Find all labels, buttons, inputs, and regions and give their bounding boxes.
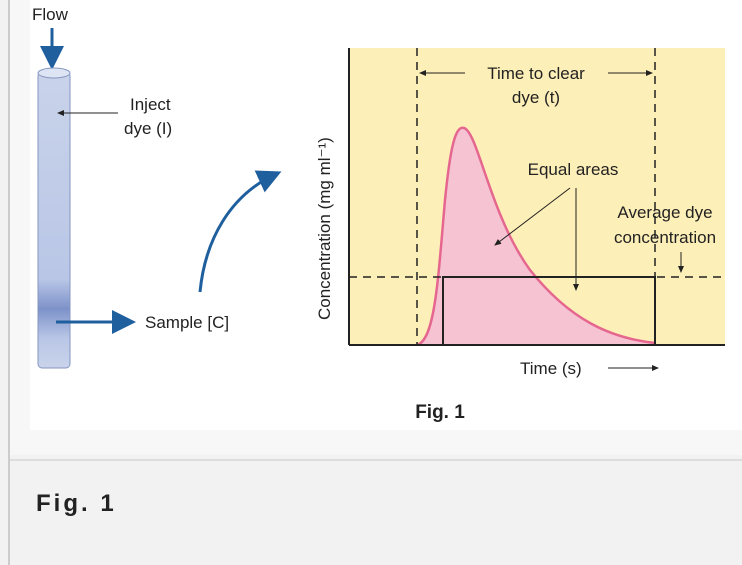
sample-label: Sample [C]	[145, 313, 229, 332]
equal-areas-label: Equal areas	[528, 160, 619, 179]
average-label: Average dye	[617, 203, 712, 222]
inject-label: dye (I)	[124, 119, 172, 138]
time-label: dye (t)	[512, 88, 560, 107]
dashed-lines	[349, 48, 725, 345]
y-axis-label: Concentration (mg ml⁻¹)	[315, 137, 334, 320]
flow-label: Flow	[32, 5, 69, 24]
figure-number: Fig. 1	[415, 402, 465, 423]
tube	[37, 71, 71, 369]
equal-arrow	[494, 187, 571, 246]
transfer-arrow	[198, 170, 282, 293]
x-axis-label: Time (s)	[520, 359, 582, 378]
time-label: Time to clear	[487, 64, 585, 83]
caption: Fig. 1	[36, 490, 117, 517]
tube-top	[37, 67, 71, 79]
left-border	[8, 0, 10, 565]
inject-label: Inject	[130, 95, 171, 114]
curve-fill	[417, 127, 655, 346]
average-label: concentration	[614, 228, 716, 247]
concentration-curve	[416, 126, 656, 347]
